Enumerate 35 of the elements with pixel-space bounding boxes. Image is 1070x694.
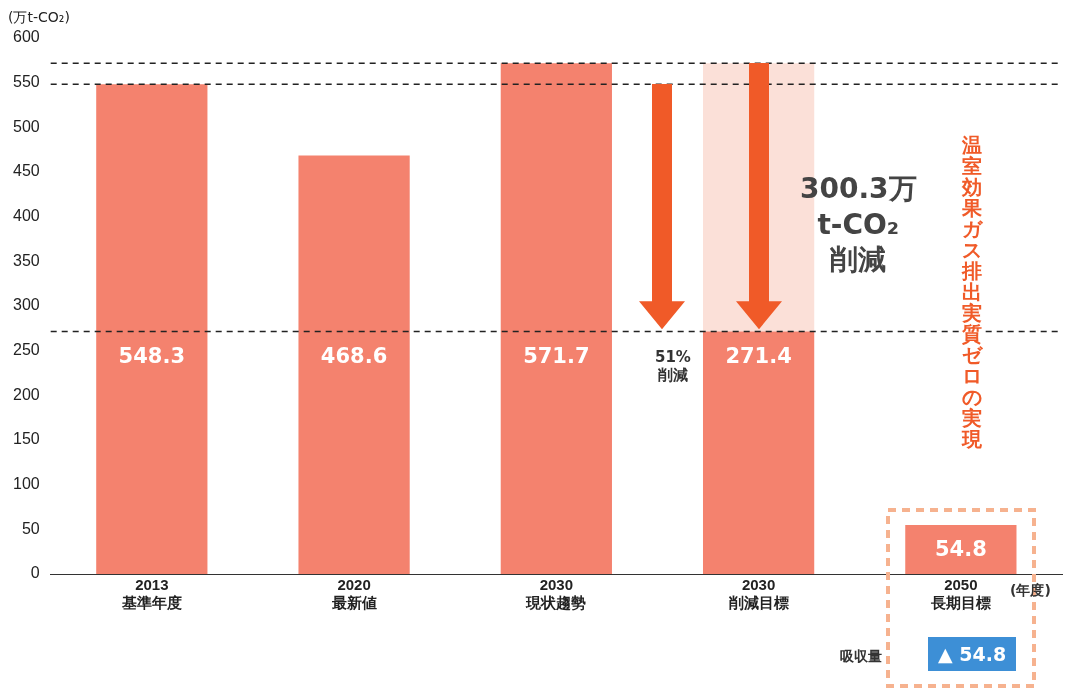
annotation: 300.3万 t-CO₂ 削減 [800, 171, 917, 278]
text: ▲ 54.8 [928, 637, 1017, 671]
text: (年度) [1010, 582, 1051, 600]
y-tick-label: 100 [12, 475, 40, 493]
y-tick-label: 450 [12, 162, 40, 180]
bar [96, 84, 208, 574]
text: 温室効果ガス排出実質ゼロの実現 [962, 133, 982, 451]
bar [702, 331, 815, 574]
data-label: 271.4 [725, 344, 792, 368]
y-axis-title: (万t-CO₂) [8, 8, 70, 25]
y-tick-label: 600 [12, 28, 40, 46]
y-tick-label: 250 [12, 341, 40, 359]
y-tick-label: 150 [12, 430, 40, 448]
y-tick-label: 400 [12, 207, 40, 225]
bar [298, 155, 410, 574]
x-tick-label: 2020 最新値 [330, 576, 377, 612]
text: 吸収量 [840, 648, 882, 666]
data-label: 468.6 [320, 344, 388, 368]
data-label: 54.8 [934, 537, 987, 562]
y-tick-label: 0 [30, 564, 40, 582]
y-tick-label: 500 [12, 117, 40, 135]
x-tick-label: 2030 現状趨勢 [525, 576, 587, 612]
annotation: 51% 削減 [655, 348, 691, 385]
x-tick-label: 2030 削減目標 [727, 576, 789, 612]
y-tick-label: 300 [12, 296, 40, 314]
x-tick-label: 2050 長期目標 [929, 576, 991, 612]
y-tick-label: 50 [21, 519, 40, 537]
bar [905, 525, 1017, 574]
y-tick-label: 350 [12, 251, 40, 269]
bar [500, 63, 612, 574]
data-label: 571.7 [523, 344, 590, 368]
y-tick-label: 550 [12, 73, 40, 91]
y-tick-label: 200 [12, 385, 40, 403]
x-tick-label: 2013 基準年度 [120, 576, 182, 612]
data-label: 548.3 [118, 344, 186, 368]
